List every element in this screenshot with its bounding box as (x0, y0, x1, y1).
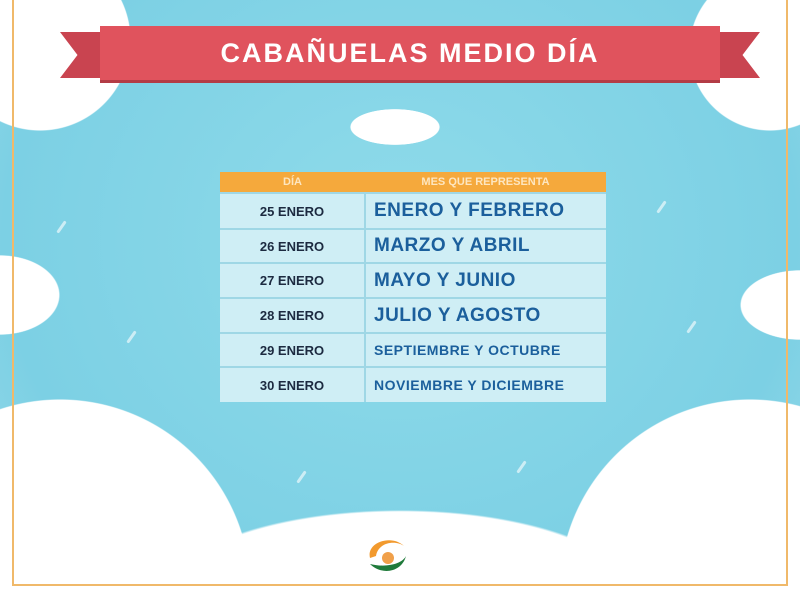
month-cell: JULIO Y AGOSTO (365, 297, 606, 333)
frame-border (12, 0, 788, 586)
header-day: DÍA (220, 172, 365, 193)
month-cell: ENERO Y FEBRERO (365, 192, 606, 229)
day-cell: 29 ENERO (220, 332, 366, 367)
title-banner: CABAÑUELAS MEDIO DÍA (100, 26, 720, 80)
page-title: CABAÑUELAS MEDIO DÍA (220, 37, 600, 68)
month-cell: NOVIEMBRE Y DICIEMBRE (365, 366, 606, 402)
cabanuelas-table: DÍA MES QUE REPRESENTA 25 ENERO ENERO Y F… (220, 172, 606, 402)
month-cell: MARZO Y ABRIL (365, 228, 606, 263)
table-row: 26 ENERO MARZO Y ABRIL (220, 228, 606, 263)
table-row: 25 ENERO ENERO Y FEBRERO (220, 192, 606, 229)
month-cell: MAYO Y JUNIO (365, 262, 606, 298)
day-cell: 27 ENERO (220, 262, 366, 298)
day-cell: 25 ENERO (220, 192, 366, 229)
logo-icon (369, 540, 406, 571)
table-row: 27 ENERO MAYO Y JUNIO (220, 262, 606, 298)
header-month: MES QUE REPRESENTA (365, 172, 606, 193)
table-row: 30 ENERO NOVIEMBRE Y DICIEMBRE (220, 366, 606, 402)
day-cell: 26 ENERO (220, 228, 366, 263)
day-cell: 30 ENERO (220, 366, 366, 402)
table-row: 29 ENERO SEPTIEMBRE Y OCTUBRE (220, 332, 606, 367)
month-cell: SEPTIEMBRE Y OCTUBRE (365, 332, 606, 367)
table-row: 28 ENERO JULIO Y AGOSTO (220, 297, 606, 333)
day-cell: 28 ENERO (220, 297, 366, 333)
